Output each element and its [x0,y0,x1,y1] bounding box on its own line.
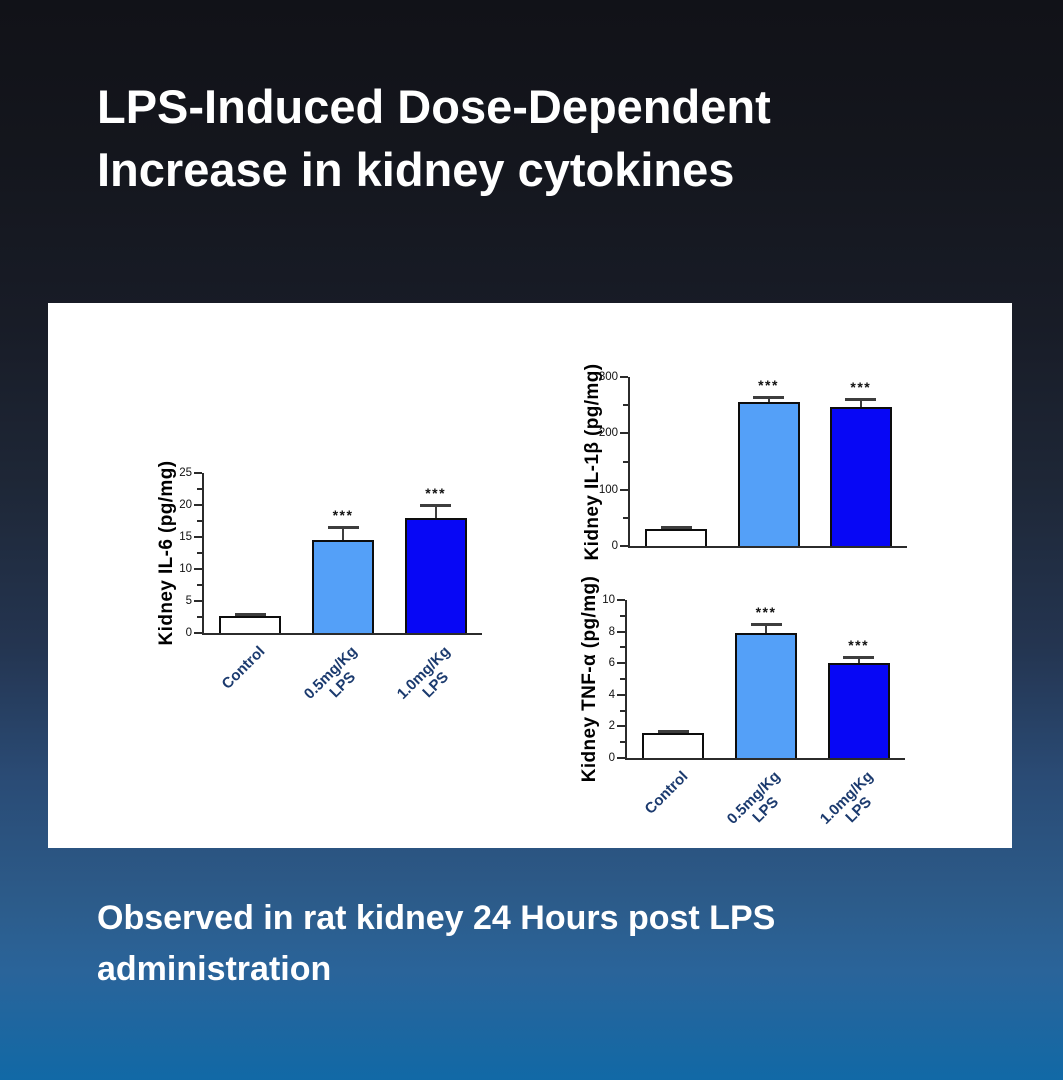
y-tick-mark [617,725,625,728]
y-tick-mark [194,600,202,602]
y-tick-label: 0 [608,752,615,764]
error-bar [342,527,344,540]
significance-stars: *** [850,378,872,395]
error-bar-cap [420,504,452,507]
plot-area: 0 5 10 15 20 25 Control *** 0.5mg/Kg LPS *** 1.0mg… [179,467,482,703]
y-minor-tick-mark [623,404,628,407]
y-minor-tick-mark [197,584,202,586]
bar-0-5mg-kg [737,402,800,546]
bar-control [645,529,708,546]
bar-control [219,615,282,633]
y-tick-label: 20 [179,499,192,511]
bar-0-5mg-kg [735,633,797,758]
y-tick-label: 6 [608,657,615,670]
y-tick-mark [620,376,628,378]
figure-panel: Kidney IL-6 (pg/mg) 0 5 10 15 20 25 Control ***… [48,303,1012,848]
y-tick-mark [617,662,625,665]
error-bar [859,398,862,407]
error-bar-cap [657,730,689,734]
error-bar [767,396,770,403]
y-minor-tick-mark [620,614,625,617]
y-minor-tick-mark [620,646,625,649]
y-tick-label: 0 [185,627,192,639]
y-tick-label: 100 [598,483,618,496]
error-bar-cap [753,395,784,399]
significance-stars: *** [848,636,870,653]
y-tick-mark [194,568,202,570]
bar-0-5mg-kg [312,539,374,633]
y-tick-label: 2 [608,720,615,733]
y-tick-mark [617,757,625,759]
y-tick-mark [620,488,628,491]
y-minor-tick-mark [623,460,628,463]
y-tick-mark [194,472,202,474]
slide-caption: Observed in rat kidney 24 Hours post LPS… [97,899,776,988]
y-tick-mark [194,536,202,538]
y-axis-title-text: Kidney IL-1β (pg/mg) [582,363,603,560]
y-tick-mark [617,630,625,633]
y-minor-tick-mark [620,741,625,744]
significance-stars: *** [755,603,777,620]
bar-1-0mg-kg [827,663,890,758]
x-category-label: Control [218,643,269,693]
y-minor-tick-mark [197,488,202,490]
bar-control [642,732,705,758]
y-minor-tick-mark [620,678,625,680]
y-tick-label: 300 [598,371,618,383]
error-bar-cap [845,397,877,401]
x-category-label: 0.5mg/Kg LPS [301,643,362,703]
y-tick-label: 15 [179,531,192,543]
error-bar-cap [750,622,782,626]
y-tick-mark [617,599,625,601]
x-category-label: 1.0mg/Kg LPS [816,768,877,828]
chart-kidney-il6: Kidney IL-6 (pg/mg) 0 5 10 15 20 25 Control ***… [148,443,540,805]
y-tick-label: 0 [611,540,618,552]
y-minor-tick-mark [623,516,628,519]
significance-stars: *** [758,376,779,393]
y-tick-label: 8 [608,625,615,638]
y-tick-label: 5 [185,595,192,607]
chart-kidney-tnfa: Kidney TNF-α (pg/mg) 0 2 4 6 8 10 Control *** 0.… [565,576,965,848]
error-bar-cap [660,525,692,529]
y-tick-mark [617,693,625,696]
x-category-label: 1.0mg/Kg LPS [393,643,454,703]
y-tick-mark [620,545,628,547]
error-bar-cap [843,655,875,659]
plot-area: 0 2 4 6 8 10 Control *** 0.5mg/Kg LPS *** 1.0mg/Kg… [602,594,905,828]
bar-1-0mg-kg [829,406,892,546]
error-bar-cap [327,526,359,530]
y-tick-label: 25 [179,467,192,479]
y-minor-tick-mark [197,616,202,618]
y-minor-tick-mark [197,520,202,522]
y-tick-mark [194,504,202,506]
bar-1-0mg-kg [404,517,467,633]
y-axis-title-text: Kidney IL-6 (pg/mg) [156,460,177,646]
y-minor-tick-mark [197,552,202,554]
error-bar-cap [234,612,266,616]
y-tick-label: 10 [602,594,615,606]
y-minor-tick-mark [620,709,625,712]
chart-kidney-il1b: Kidney IL-1β (pg/mg) 0 100 200 300 *** *** [568,353,968,603]
x-category-label: 0.5mg/Kg LPS [724,768,785,828]
y-tick-label: 4 [608,688,615,701]
error-bar [434,505,437,518]
x-category-label: Control [641,768,692,818]
significance-stars: *** [425,485,447,501]
y-tick-label: 200 [598,427,618,440]
y-tick-mark [194,632,202,634]
plot-area: 0 100 200 300 *** *** [599,371,907,552]
slide-title: LPS-Induced Dose-Dependent Increase in k… [97,80,771,196]
error-bar [857,656,860,664]
significance-stars: *** [332,507,354,524]
error-bar [765,623,767,634]
y-tick-label: 10 [179,563,192,575]
y-tick-mark [620,432,628,435]
